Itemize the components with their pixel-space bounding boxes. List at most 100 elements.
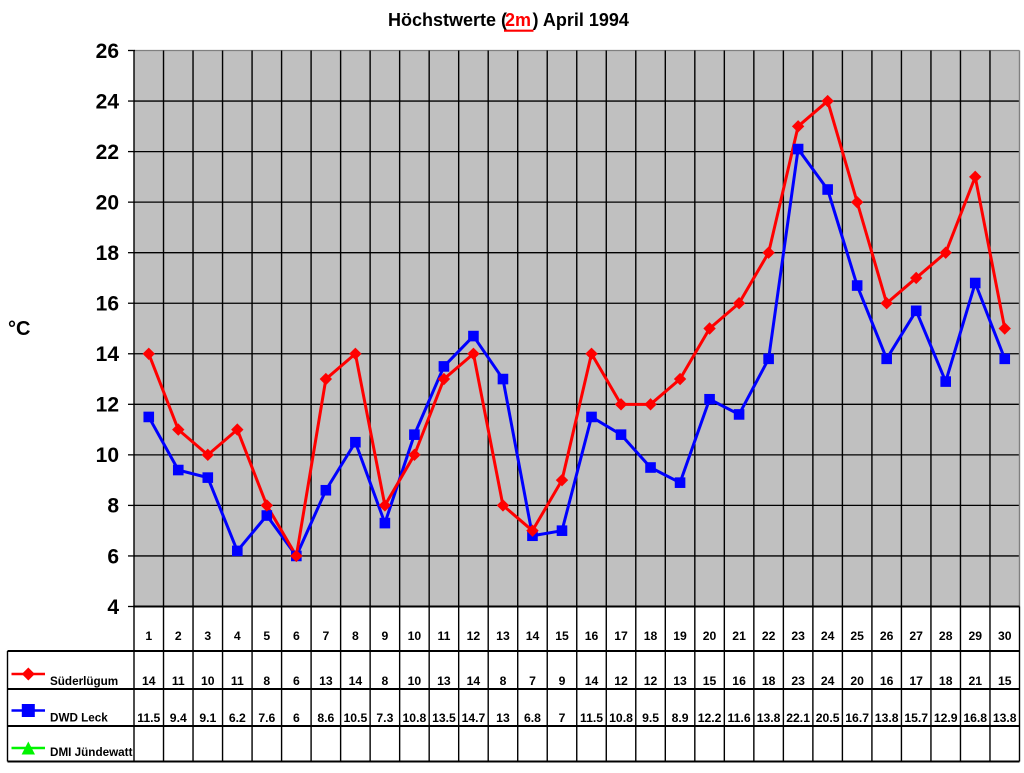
svg-text:10: 10 bbox=[96, 444, 119, 467]
svg-text:8.9: 8.9 bbox=[672, 711, 689, 725]
svg-text:11: 11 bbox=[172, 674, 185, 688]
svg-text:16: 16 bbox=[732, 674, 746, 688]
svg-text:4: 4 bbox=[234, 629, 241, 643]
svg-text:20: 20 bbox=[850, 674, 864, 688]
svg-text:26: 26 bbox=[96, 40, 119, 63]
svg-text:13: 13 bbox=[437, 674, 451, 688]
svg-text:12: 12 bbox=[96, 394, 119, 417]
svg-text:15: 15 bbox=[998, 674, 1012, 688]
svg-text:14.7: 14.7 bbox=[462, 711, 486, 725]
svg-text:2: 2 bbox=[175, 629, 182, 643]
svg-text:22.1: 22.1 bbox=[786, 711, 810, 725]
svg-text:9: 9 bbox=[559, 674, 566, 688]
svg-text:6.2: 6.2 bbox=[229, 711, 246, 725]
svg-text:10: 10 bbox=[408, 629, 422, 643]
svg-text:12.2: 12.2 bbox=[698, 711, 722, 725]
svg-text:8: 8 bbox=[352, 629, 359, 643]
svg-text:15: 15 bbox=[703, 674, 717, 688]
svg-text:18: 18 bbox=[96, 242, 120, 265]
svg-text:13: 13 bbox=[673, 674, 687, 688]
svg-text:9: 9 bbox=[381, 629, 388, 643]
svg-text:9.4: 9.4 bbox=[170, 711, 187, 725]
svg-text:6.8: 6.8 bbox=[524, 711, 541, 725]
svg-text:24: 24 bbox=[96, 90, 120, 113]
svg-text:14: 14 bbox=[349, 674, 363, 688]
svg-text:11.5: 11.5 bbox=[580, 711, 603, 725]
svg-text:14: 14 bbox=[585, 674, 599, 688]
svg-text:14: 14 bbox=[142, 674, 156, 688]
svg-text:12: 12 bbox=[644, 674, 658, 688]
svg-text:14: 14 bbox=[467, 674, 481, 688]
svg-text:6: 6 bbox=[293, 629, 300, 643]
svg-text:16.8: 16.8 bbox=[963, 711, 987, 725]
svg-text:16: 16 bbox=[96, 293, 119, 316]
svg-text:29: 29 bbox=[968, 629, 982, 643]
svg-text:20: 20 bbox=[703, 629, 717, 643]
svg-text:16: 16 bbox=[880, 674, 894, 688]
svg-text:Höchstwerte (: Höchstwerte ( bbox=[388, 10, 507, 30]
svg-text:21: 21 bbox=[968, 674, 982, 688]
svg-text:13: 13 bbox=[496, 629, 510, 643]
svg-text:8: 8 bbox=[500, 674, 507, 688]
svg-text:13.8: 13.8 bbox=[875, 711, 899, 725]
svg-text:11: 11 bbox=[437, 629, 450, 643]
svg-text:15.7: 15.7 bbox=[904, 711, 928, 725]
svg-text:21: 21 bbox=[732, 629, 746, 643]
svg-text:27: 27 bbox=[909, 629, 923, 643]
svg-text:28: 28 bbox=[939, 629, 953, 643]
svg-text:12: 12 bbox=[614, 674, 628, 688]
svg-text:26: 26 bbox=[880, 629, 894, 643]
svg-text:24: 24 bbox=[821, 674, 835, 688]
svg-text:10.5: 10.5 bbox=[344, 711, 368, 725]
svg-text:16: 16 bbox=[585, 629, 599, 643]
svg-text:16.7: 16.7 bbox=[845, 711, 869, 725]
svg-text:19: 19 bbox=[673, 629, 687, 643]
svg-text:15: 15 bbox=[555, 629, 569, 643]
svg-text:DWD Leck: DWD Leck bbox=[50, 712, 108, 725]
svg-text:6: 6 bbox=[293, 711, 300, 725]
svg-text:8: 8 bbox=[381, 674, 388, 688]
svg-text:8.6: 8.6 bbox=[317, 711, 334, 725]
svg-text:13: 13 bbox=[319, 674, 333, 688]
svg-text:8: 8 bbox=[107, 495, 119, 518]
svg-text:22: 22 bbox=[762, 629, 776, 643]
svg-text:12: 12 bbox=[467, 629, 481, 643]
svg-text:20.5: 20.5 bbox=[816, 711, 840, 725]
svg-text:1: 1 bbox=[145, 629, 152, 643]
svg-text:24: 24 bbox=[821, 629, 835, 643]
svg-text:12.9: 12.9 bbox=[934, 711, 958, 725]
svg-text:23: 23 bbox=[791, 674, 805, 688]
svg-text:13: 13 bbox=[496, 711, 510, 725]
svg-text:14: 14 bbox=[96, 343, 120, 366]
svg-text:) April 1994: ) April 1994 bbox=[533, 10, 629, 30]
svg-text:7: 7 bbox=[559, 711, 566, 725]
svg-text:°C: °C bbox=[8, 318, 30, 340]
svg-text:11.5: 11.5 bbox=[137, 711, 160, 725]
svg-text:10: 10 bbox=[201, 674, 215, 688]
svg-text:5: 5 bbox=[263, 629, 270, 643]
svg-text:14: 14 bbox=[526, 629, 540, 643]
svg-text:18: 18 bbox=[644, 629, 658, 643]
svg-text:7.6: 7.6 bbox=[258, 711, 275, 725]
svg-text:23: 23 bbox=[791, 629, 805, 643]
svg-text:18: 18 bbox=[939, 674, 953, 688]
svg-text:6: 6 bbox=[293, 674, 300, 688]
svg-text:10.8: 10.8 bbox=[403, 711, 427, 725]
svg-text:4: 4 bbox=[107, 596, 119, 619]
svg-text:13.5: 13.5 bbox=[432, 711, 456, 725]
svg-text:Süderlügum: Süderlügum bbox=[50, 675, 118, 688]
svg-text:20: 20 bbox=[96, 191, 119, 214]
svg-text:9.1: 9.1 bbox=[199, 711, 216, 725]
svg-text:13.8: 13.8 bbox=[757, 711, 781, 725]
svg-text:10.8: 10.8 bbox=[609, 711, 633, 725]
svg-text:7.3: 7.3 bbox=[376, 711, 393, 725]
svg-text:2m: 2m bbox=[505, 10, 531, 30]
svg-text:17: 17 bbox=[909, 674, 923, 688]
svg-text:18: 18 bbox=[762, 674, 776, 688]
svg-text:22: 22 bbox=[96, 141, 119, 164]
svg-text:17: 17 bbox=[614, 629, 628, 643]
svg-text:3: 3 bbox=[204, 629, 211, 643]
svg-text:8: 8 bbox=[263, 674, 270, 688]
svg-text:9.5: 9.5 bbox=[642, 711, 659, 725]
svg-text:7: 7 bbox=[322, 629, 329, 643]
